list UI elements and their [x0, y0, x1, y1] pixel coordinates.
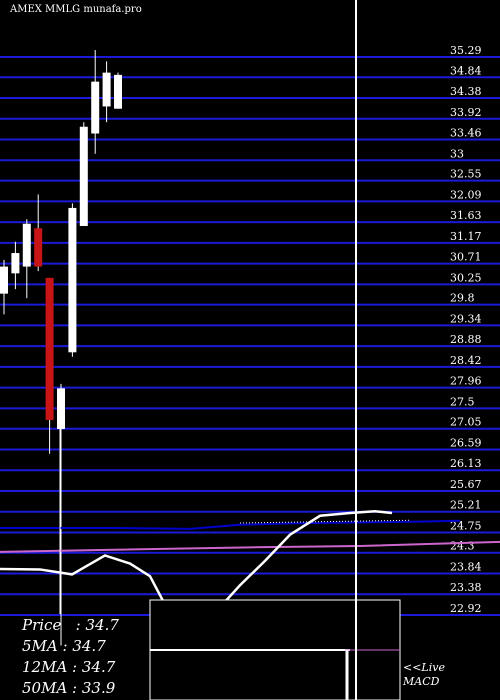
candle-body — [114, 74, 122, 109]
candle-body — [91, 81, 100, 134]
y-tick-label: 28.88 — [450, 333, 482, 346]
y-tick-label: 32.09 — [450, 188, 482, 201]
price-info-panel: Price : 34.7 5MA : 34.7 12MA : 34.7 50MA… — [22, 615, 119, 699]
y-tick-label: 26.59 — [450, 436, 482, 449]
y-tick-label: 25.67 — [450, 478, 482, 491]
candle-body — [0, 266, 8, 294]
chart-title: AMEX MMLG munafa.pro — [10, 4, 142, 15]
candle-body — [79, 126, 88, 226]
y-axis-tick-labels: 35.29 34.84 34.38 33.92 33.46 33 32.55 32.09 31.… — [450, 44, 482, 615]
y-tick-label: 25.21 — [450, 499, 482, 512]
y-tick-label: 29.8 — [450, 292, 475, 305]
y-tick-label: 34.84 — [450, 64, 482, 77]
y-tick-label: 31.17 — [450, 230, 482, 243]
y-tick-label: 35.29 — [450, 44, 482, 57]
price-info-50ma: 50MA : 33.9 — [22, 679, 116, 697]
y-tick-label: 27.5 — [450, 395, 475, 408]
ma-line — [0, 519, 461, 530]
candle-body — [11, 253, 20, 274]
ma-dotted-line — [239, 519, 411, 524]
price-info-price: Price : 34.7 — [22, 616, 119, 634]
price-info-5ma: 5MA : 34.7 — [22, 637, 106, 655]
y-tick-label: 24.3 — [450, 540, 475, 553]
y-tick-label: 32.55 — [450, 168, 482, 181]
candle-body — [57, 388, 65, 429]
y-tick-label: 30.71 — [450, 251, 482, 264]
live-macd-label: <<Live MACD — [403, 661, 445, 688]
y-tick-label: 23.38 — [450, 581, 482, 594]
candle-body — [45, 277, 54, 420]
y-tick-label: 28.42 — [450, 354, 482, 367]
y-tick-label: 30.25 — [450, 271, 482, 284]
y-tick-label: 29.34 — [450, 312, 482, 325]
candle-body — [34, 228, 43, 267]
candles — [0, 50, 122, 646]
candle-body — [68, 207, 77, 353]
y-tick-label: 22.92 — [450, 602, 482, 615]
y-tick-label: 23.84 — [450, 560, 482, 573]
y-tick-label: 34.38 — [450, 85, 482, 98]
y-tick-label: 24.75 — [450, 519, 482, 532]
y-tick-label: 27.05 — [450, 416, 482, 429]
y-tick-label: 33 — [450, 147, 464, 160]
y-tick-label: 26.13 — [450, 457, 482, 470]
y-tick-label: 33.46 — [450, 127, 482, 140]
macd-panel — [149, 599, 401, 700]
y-tick-label: 33.92 — [450, 106, 482, 119]
candle-body — [22, 223, 31, 267]
ma-line — [0, 540, 500, 553]
candle-body — [102, 72, 111, 107]
y-tick-label: 31.63 — [450, 209, 482, 222]
y-tick-label: 27.96 — [450, 375, 482, 388]
price-info-12ma: 12MA : 34.7 — [22, 658, 116, 676]
